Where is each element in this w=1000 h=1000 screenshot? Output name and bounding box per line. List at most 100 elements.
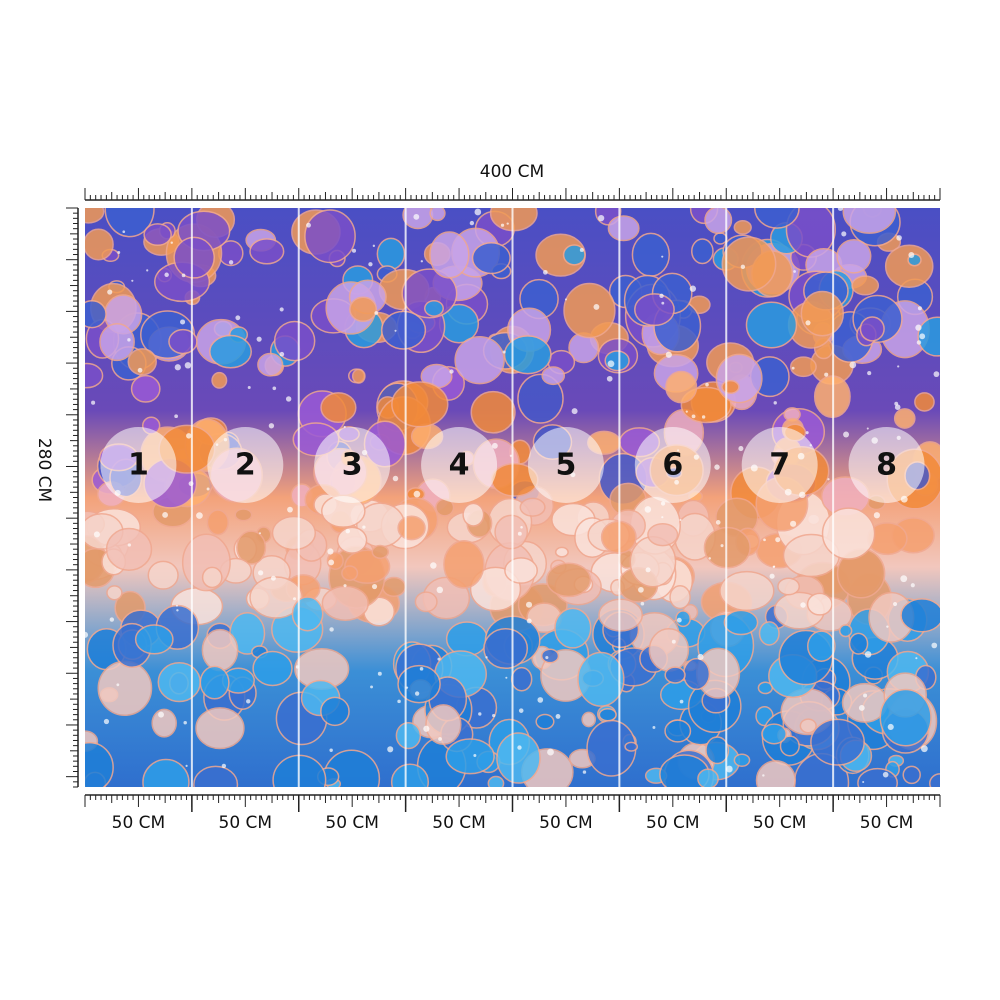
paint-cell bbox=[130, 374, 161, 403]
paint-dot bbox=[327, 548, 334, 555]
paint-dot bbox=[931, 642, 938, 649]
panel-width-label: 50 CM bbox=[219, 813, 273, 833]
paint-cell bbox=[320, 696, 350, 727]
paint-cell bbox=[715, 353, 763, 404]
paint-dot bbox=[837, 208, 844, 211]
paint-cell bbox=[291, 596, 324, 632]
panel-badge bbox=[527, 427, 604, 503]
paint-cell bbox=[884, 244, 934, 289]
paint-cell bbox=[838, 624, 853, 638]
paint-cell bbox=[443, 539, 485, 589]
paint-cell bbox=[127, 348, 157, 376]
paint-dot bbox=[543, 269, 548, 275]
paint-cell bbox=[483, 628, 529, 670]
panel-width-label: 50 CM bbox=[646, 813, 700, 833]
paint-dot bbox=[175, 604, 178, 607]
paint-cell bbox=[371, 544, 390, 559]
paint-cell bbox=[206, 509, 230, 536]
paint-cell bbox=[105, 527, 153, 571]
paint-dot bbox=[537, 697, 544, 703]
paint-cell bbox=[517, 373, 564, 424]
paint-dot bbox=[370, 685, 374, 689]
paint-cell bbox=[142, 758, 190, 787]
panel-badge bbox=[314, 427, 391, 503]
panel-width-label: 50 CM bbox=[325, 813, 379, 833]
paint-cell bbox=[917, 316, 940, 357]
paint-cell bbox=[320, 392, 357, 424]
paint-dot bbox=[343, 584, 347, 588]
paint-dot bbox=[652, 726, 656, 729]
paint-dot bbox=[773, 401, 777, 405]
paint-cell bbox=[85, 208, 105, 224]
paint-dot bbox=[473, 753, 477, 757]
paint-dot bbox=[420, 260, 423, 263]
paint-dot bbox=[894, 404, 901, 411]
paint-cell bbox=[624, 741, 639, 752]
panel-width-label: 50 CM bbox=[112, 813, 166, 833]
paint-cell bbox=[519, 497, 546, 517]
paint-cell bbox=[470, 390, 516, 434]
paint-dot bbox=[419, 667, 424, 671]
paint-cell bbox=[851, 275, 880, 296]
paint-dot bbox=[258, 570, 264, 576]
paint-cell bbox=[454, 336, 505, 385]
paint-dot bbox=[701, 415, 706, 419]
paint-cell bbox=[199, 665, 230, 700]
paint-dot bbox=[824, 372, 829, 377]
paint-cell bbox=[381, 576, 407, 598]
paint-cell bbox=[104, 208, 155, 238]
paint-dot bbox=[285, 396, 292, 402]
paint-cell bbox=[429, 231, 470, 279]
paint-cell bbox=[929, 773, 940, 787]
paint-dot bbox=[660, 501, 666, 506]
paint-dot bbox=[506, 222, 509, 225]
paint-cell bbox=[604, 350, 630, 372]
paint-cell bbox=[691, 238, 714, 265]
paint-cell bbox=[147, 560, 179, 590]
paint-dot bbox=[174, 414, 178, 419]
paint-dot bbox=[146, 269, 149, 272]
paint-dot bbox=[762, 774, 765, 777]
paint-cell bbox=[664, 666, 686, 684]
paint-dot bbox=[705, 382, 709, 387]
paint-cell bbox=[703, 526, 751, 569]
paint-dot bbox=[387, 746, 394, 753]
paint-dot bbox=[863, 693, 868, 698]
paint-dot bbox=[235, 315, 241, 321]
height-label: 280 CM bbox=[34, 438, 54, 502]
paint-dot bbox=[887, 723, 894, 731]
paint-cell bbox=[380, 310, 427, 350]
paint-dot bbox=[665, 351, 672, 358]
paint-dot bbox=[413, 213, 420, 220]
paint-cell bbox=[487, 775, 505, 787]
paint-dot bbox=[691, 414, 696, 419]
paint-cell bbox=[705, 736, 730, 765]
paint-dot bbox=[517, 745, 522, 750]
paint-dot bbox=[606, 375, 613, 382]
paint-cell bbox=[682, 657, 711, 691]
paint-cell bbox=[397, 515, 426, 541]
paint-dot bbox=[697, 653, 704, 661]
paint-cell bbox=[545, 562, 592, 598]
paint-dot bbox=[174, 364, 181, 371]
paint-dot bbox=[181, 273, 186, 278]
paint-cell bbox=[445, 621, 488, 657]
paint-dot bbox=[162, 512, 169, 518]
paint-cell bbox=[390, 763, 429, 787]
paint-dot bbox=[228, 260, 234, 265]
paint-dot bbox=[910, 583, 915, 588]
paint-cell bbox=[252, 650, 293, 687]
paint-dot bbox=[329, 748, 333, 752]
paint-cell bbox=[445, 738, 495, 775]
panel-badge bbox=[741, 427, 818, 503]
paint-cell bbox=[562, 244, 586, 266]
paint-dot bbox=[117, 251, 121, 254]
paint-cell bbox=[85, 299, 107, 329]
paint-cell bbox=[535, 713, 555, 730]
paint-cell bbox=[563, 282, 616, 339]
paint-dot bbox=[474, 208, 482, 216]
paint-cell bbox=[201, 628, 239, 672]
paint-dot bbox=[915, 657, 918, 660]
paint-cell bbox=[859, 316, 885, 342]
paint-cell bbox=[704, 208, 733, 235]
